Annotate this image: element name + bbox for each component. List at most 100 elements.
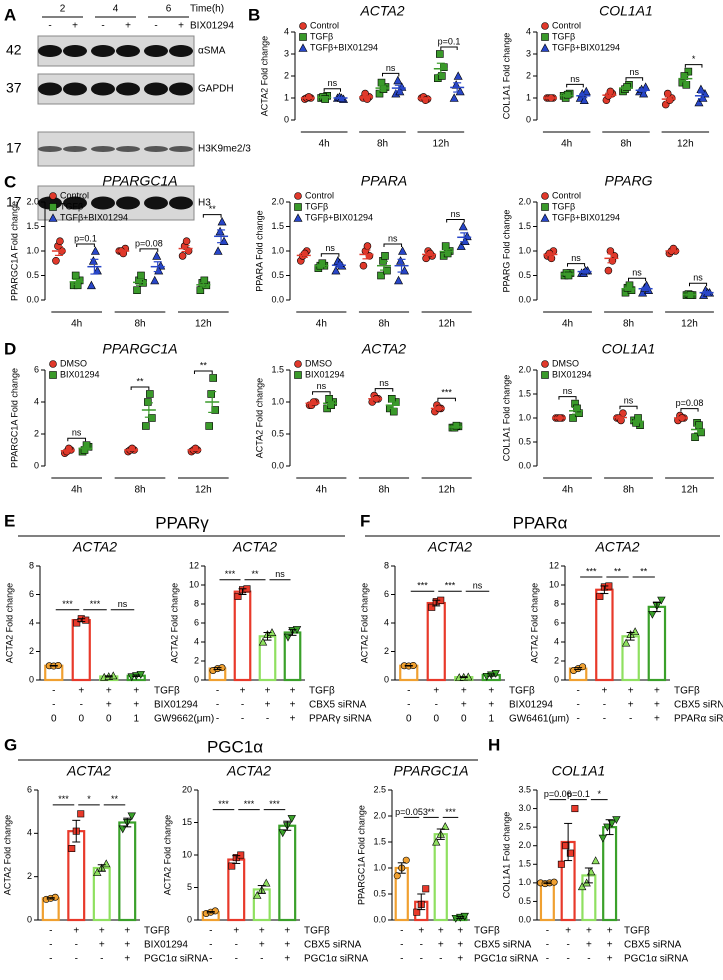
condition-level: - [266, 714, 269, 725]
condition-level: 0 [106, 714, 112, 725]
protein-label: GAPDH [198, 84, 234, 95]
data-point [152, 251, 162, 260]
x-tick-label: 12h [438, 485, 455, 496]
data-point [73, 619, 81, 627]
bar [67, 830, 86, 922]
data-point [148, 414, 156, 422]
y-axis-label: COL1A1 Fold change [501, 375, 511, 462]
protein-label: H3 [198, 198, 211, 209]
significance-label: p=0.08 [676, 398, 704, 408]
legend-label: DMSO [60, 358, 87, 368]
legend-label: Control [305, 190, 334, 200]
y-tick-label: 12 [549, 560, 559, 570]
data-point [217, 216, 227, 226]
y-tick-label: 0.5 [518, 436, 531, 446]
y-tick-label: 0 [554, 674, 559, 684]
legend-label: BIX01294 [305, 369, 345, 379]
condition-level: + [265, 686, 271, 697]
data-point [93, 867, 102, 876]
condition-level: + [265, 700, 271, 711]
significance-label: *** [58, 794, 69, 804]
significance-bracket [680, 408, 699, 412]
chart-title: ACTA2 [427, 539, 472, 555]
condition-name: PGC1α siRNA [304, 954, 368, 965]
data-point [359, 261, 368, 270]
condition-name: GW6461(μm) [509, 714, 569, 725]
y-tick-label: 2 [554, 655, 559, 665]
condition-level: 0 [433, 714, 439, 725]
condition-level: - [75, 954, 78, 965]
condition-level: - [439, 954, 442, 965]
data-point [71, 271, 80, 280]
y-axis-label: ACTA2 Fold change [162, 815, 172, 895]
condition-name: TGFβ [144, 926, 170, 937]
data-point [606, 87, 615, 96]
data-point [694, 97, 704, 107]
x-tick-label: 4h [71, 319, 82, 330]
x-tick-label: 12h [681, 319, 698, 330]
chart-title: ACTA2 [66, 763, 111, 779]
blot-band [63, 45, 87, 57]
significance-label: ns [328, 78, 338, 88]
panel-label: A [4, 5, 16, 24]
significance-label: *** [586, 566, 597, 576]
blot-band [38, 45, 62, 57]
y-tick-label: 0.0 [373, 914, 386, 924]
y-tick-label: 0 [34, 460, 39, 470]
condition-level: - [216, 714, 219, 725]
data-point [566, 849, 574, 857]
condition-level: - [100, 954, 103, 965]
legend-label: TGFβ+BIX01294 [310, 42, 378, 52]
data-point [209, 374, 217, 382]
bar [602, 826, 618, 922]
y-tick-label: 2 [29, 646, 34, 656]
blot-band [116, 45, 140, 57]
condition-level: - [546, 954, 549, 965]
condition-name: CBX5 siRNA [474, 940, 532, 951]
significance-label: * [87, 794, 91, 804]
significance-label: * [597, 789, 601, 799]
data-point [387, 394, 396, 403]
y-tick-label: 1.0 [26, 245, 39, 255]
significance-bracket [628, 277, 647, 282]
condition-level: + [290, 714, 296, 725]
x-tick-label: 4h [562, 485, 573, 496]
data-point [453, 71, 463, 80]
y-tick-label: 10 [182, 849, 192, 859]
data-point [77, 810, 85, 818]
y-tick-label: 2.0 [373, 810, 386, 820]
condition-level: - [576, 714, 579, 725]
condition-name: TGFβ [309, 686, 335, 697]
data-point [541, 33, 549, 41]
condition-level: - [400, 954, 403, 965]
chart-title: PPARGC1A [102, 341, 177, 357]
y-tick-label: 2 [284, 70, 289, 80]
blot-band [63, 146, 87, 152]
significance-label: ** [111, 794, 119, 804]
blot-band [91, 146, 115, 152]
data-point [88, 256, 98, 265]
significance-label: p=0.1 [438, 36, 461, 46]
data-point [82, 616, 90, 624]
y-tick-label: 0.5 [518, 896, 531, 906]
data-point [648, 610, 657, 619]
y-tick-label: 1.0 [271, 396, 284, 406]
significance-label: ns [563, 386, 573, 396]
condition-name: CBX5 siRNA [309, 700, 367, 711]
data-point [49, 192, 57, 200]
y-tick-label: 0.5 [271, 270, 284, 280]
data-point [237, 851, 245, 859]
y-tick-label: 1.5 [373, 836, 386, 846]
data-point [182, 237, 191, 245]
condition-level: + [133, 700, 139, 711]
data-point [52, 256, 60, 265]
legend-label: BIX01294 [60, 369, 100, 379]
y-axis-label: PPARA Fold change [254, 210, 264, 291]
condition-name: BIX01294 [144, 940, 188, 951]
data-point [402, 856, 410, 864]
condition-level: + [124, 926, 130, 937]
condition-name: PPARγ siRNA [309, 714, 372, 725]
condition-level: + [290, 686, 296, 697]
significance-label: *** [445, 807, 456, 817]
y-tick-label: 8 [29, 560, 34, 570]
